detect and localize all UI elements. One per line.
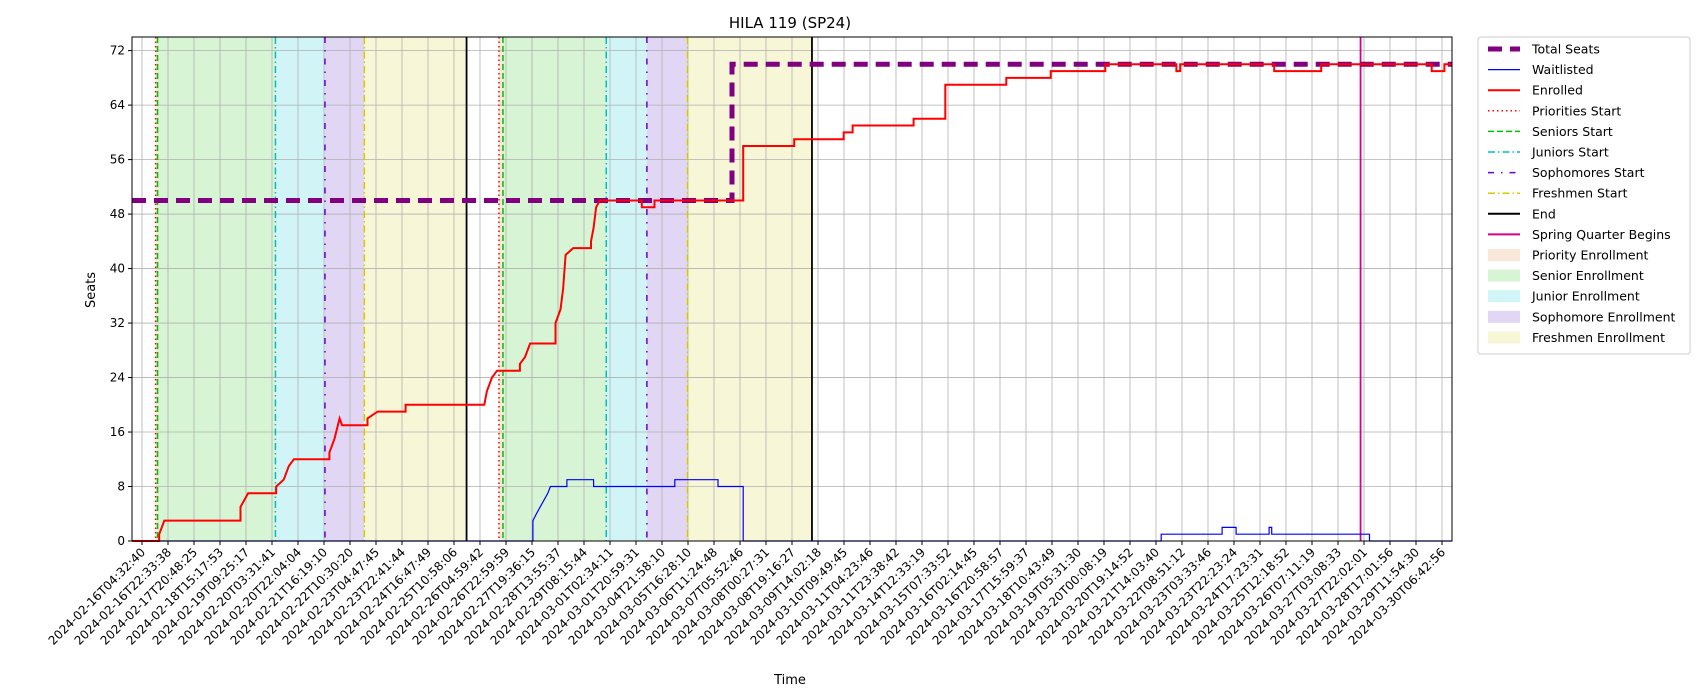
legend-label-sophomore-enrollment: Sophomore Enrollment xyxy=(1532,309,1676,324)
y-tick-label: 0 xyxy=(117,534,125,548)
grid-lines xyxy=(132,37,1452,542)
shaded-regions xyxy=(155,37,812,541)
region-freshmen-enrollment xyxy=(364,37,467,541)
chart-title: HILA 119 (SP24) xyxy=(729,14,851,32)
legend-swatch-sophomore-enrollment xyxy=(1488,310,1520,323)
series-enrolled xyxy=(132,63,1452,542)
legend-label-priorities-start: Priorities Start xyxy=(1532,103,1621,118)
region-sophomore-enrollment xyxy=(324,37,365,541)
y-axis-label: Seats xyxy=(84,272,99,308)
series-total-seats xyxy=(132,61,1452,203)
legend-label-sophomores-start: Sophomores Start xyxy=(1532,165,1645,180)
series-lines xyxy=(132,61,1452,542)
legend: Total Seats Waitlisted Enrolled Priorities … xyxy=(1477,36,1691,355)
y-tick-label: 8 xyxy=(117,480,125,494)
legend-swatch-senior-enrollment xyxy=(1488,269,1520,282)
legend-swatch-junior-enrollment xyxy=(1488,290,1520,303)
region-junior-enrollment xyxy=(275,37,325,541)
legend-label-senior-enrollment: Senior Enrollment xyxy=(1532,268,1644,283)
legend-label-priority-enrollment: Priority Enrollment xyxy=(1532,248,1649,263)
vertical-markers xyxy=(154,37,1362,541)
y-axis-ticks: 0 8 16 24 32 40 48 56 64 72 xyxy=(110,44,132,548)
legend-label-total-seats: Total Seats xyxy=(1531,42,1600,57)
y-tick-label: 16 xyxy=(110,425,125,439)
region-priority-enrollment xyxy=(155,37,158,541)
x-axis-label: Time xyxy=(773,673,806,688)
legend-label-juniors-start: Juniors Start xyxy=(1531,145,1609,160)
series-waitlisted xyxy=(132,479,1452,542)
legend-swatch-freshmen-enrollment xyxy=(1488,331,1520,344)
region-priority-enrollment xyxy=(498,37,503,541)
y-tick-label: 56 xyxy=(110,153,125,167)
legend-label-seniors-start: Seniors Start xyxy=(1532,124,1613,139)
y-tick-label: 32 xyxy=(110,316,125,330)
y-tick-label: 24 xyxy=(110,371,125,385)
legend-label-freshmen-start: Freshmen Start xyxy=(1532,186,1628,201)
region-sophomore-enrollment xyxy=(646,37,688,541)
legend-label-end: End xyxy=(1532,206,1556,221)
y-tick-label: 72 xyxy=(110,44,125,58)
legend-label-junior-enrollment: Junior Enrollment xyxy=(1531,289,1640,304)
legend-label-freshmen-enrollment: Freshmen Enrollment xyxy=(1532,330,1665,345)
region-junior-enrollment xyxy=(606,37,647,541)
legend-box xyxy=(1477,36,1691,355)
region-senior-enrollment xyxy=(157,37,276,541)
legend-label-waitlisted: Waitlisted xyxy=(1532,62,1594,77)
region-freshmen-enrollment xyxy=(687,37,812,541)
legend-swatch-priority-enrollment xyxy=(1488,249,1520,261)
legend-label-enrolled: Enrolled xyxy=(1532,83,1583,98)
y-tick-label: 64 xyxy=(110,98,125,112)
legend-label-spring-quarter-begins: Spring Quarter Begins xyxy=(1532,227,1671,242)
y-tick-label: 48 xyxy=(110,207,125,221)
region-senior-enrollment xyxy=(502,37,607,541)
y-tick-label: 40 xyxy=(110,262,125,276)
x-axis-ticks: 2024-02-16T04:32:402024-02-16T22:33:3820… xyxy=(46,541,1448,648)
